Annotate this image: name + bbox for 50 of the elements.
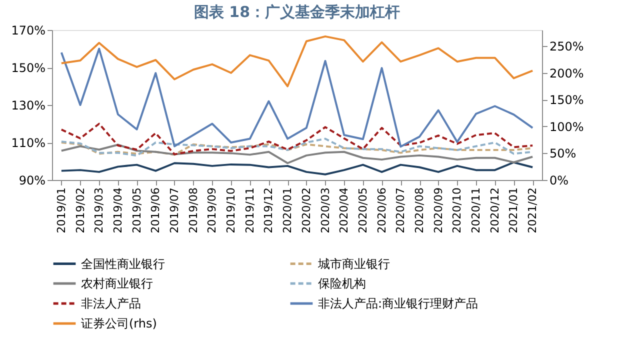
- legend-label: 非法人产品: [81, 296, 141, 310]
- legend-label: 证券公司(rhs): [81, 316, 157, 330]
- x-tick-label: 2019/03: [92, 188, 106, 234]
- y-tick-label: 90%: [18, 174, 46, 188]
- x-tick-label: 2020/01: [281, 188, 294, 234]
- line-series: [60, 144, 534, 164]
- x-tick-label: 2020/06: [375, 188, 388, 234]
- x-tick-label: 2019/11: [243, 188, 256, 234]
- legend-label: 非法人产品:商业银行理财产品: [318, 296, 478, 310]
- x-tick-label: 2019/04: [111, 188, 124, 234]
- y-tick-label: 170%: [11, 24, 46, 38]
- y2-tick-label: 200%: [550, 66, 584, 80]
- line-series: [60, 48, 534, 148]
- x-tick-label: 2020/09: [432, 188, 445, 234]
- legend-label: 城市商业银行: [317, 256, 390, 271]
- x-tick-label: 2021/02: [526, 188, 540, 234]
- y2-tick-label: 150%: [550, 93, 584, 108]
- chart-title: 图表 18：广义基金季末加杠杆: [194, 3, 400, 21]
- x-tick-label: 2020/10: [450, 188, 464, 234]
- x-tick-label: 2019/05: [130, 188, 144, 234]
- y2-tick-label: 50%: [550, 146, 576, 161]
- line-series: [60, 122, 534, 156]
- x-tick-label: 2019/07: [168, 188, 181, 234]
- x-tick-label: 2020/11: [470, 188, 483, 234]
- x-tick-label: 2019/12: [262, 188, 276, 234]
- x-tick-label: 2020/05: [356, 188, 370, 234]
- line-series: [60, 35, 534, 88]
- x-tick-label: 2019/01: [54, 188, 68, 234]
- x-tick-label: 2019/08: [186, 188, 200, 234]
- x-tick-label: 2020/08: [413, 188, 426, 234]
- y2-tick-label: 100%: [550, 120, 584, 134]
- x-tick-label: 2019/02: [74, 188, 87, 234]
- x-tick-label: 2019/09: [206, 188, 219, 234]
- y-tick-label: 150%: [11, 61, 46, 75]
- legend-label: 保险机构: [318, 276, 366, 290]
- y2-tick-label: 0%: [550, 174, 569, 188]
- y-tick-label: 130%: [11, 98, 46, 112]
- x-tick-label: 2020/12: [488, 188, 502, 234]
- x-tick-label: 2020/07: [394, 188, 408, 234]
- y2-tick-label: 250%: [550, 40, 584, 54]
- x-tick-label: 2019/10: [224, 188, 238, 234]
- x-tick-label: 2019/06: [149, 188, 162, 234]
- x-tick-label: 2020/03: [318, 188, 332, 234]
- legend-label: 全国性商业银行: [81, 256, 165, 271]
- x-tick-label: 2020/04: [338, 188, 351, 234]
- line-series: [60, 161, 534, 176]
- x-tick-label: 2020/02: [300, 188, 313, 234]
- x-tick-label: 2021/01: [507, 188, 520, 234]
- y-tick-label: 110%: [11, 136, 46, 150]
- legend-label: 农村商业银行: [81, 276, 153, 290]
